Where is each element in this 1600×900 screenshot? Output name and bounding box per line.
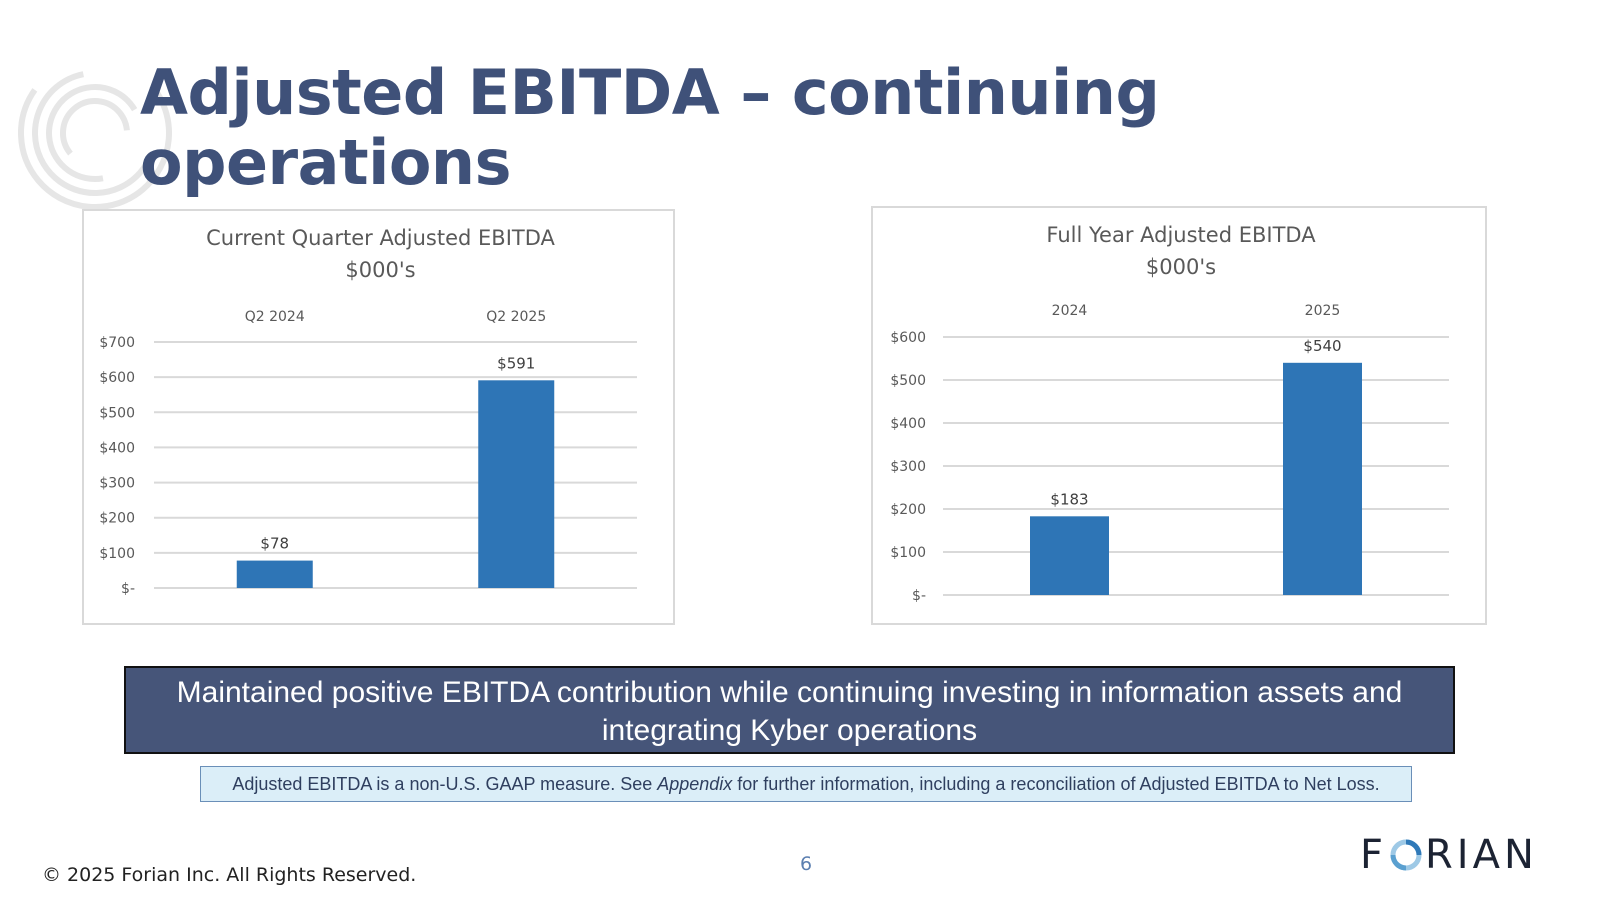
chart-1-category-label: 2024 xyxy=(1052,303,1088,319)
chart-0-ytick-label: $- xyxy=(121,581,135,597)
page-title-line-1: Adjusted EBITDA – continuing xyxy=(140,56,1160,129)
chart-0-subtitle: $000's xyxy=(345,258,415,282)
chart-1-data-label: $183 xyxy=(1050,490,1088,508)
chart-current-quarter: Current Quarter Adjusted EBITDA $000's $- $… xyxy=(82,209,675,625)
page-title-line-2: operations xyxy=(140,126,511,199)
decorative-rings-graphic xyxy=(18,56,172,210)
chart-0-ytick-label: $100 xyxy=(99,546,135,562)
chart-1-ytick-label: $600 xyxy=(890,330,926,346)
chart-1-ytick-label: $300 xyxy=(890,459,926,475)
chart-1-ytick-label: $- xyxy=(912,588,926,604)
chart-0-bar xyxy=(478,380,555,588)
chart-1-title: Full Year Adjusted EBITDA xyxy=(1046,223,1316,247)
chart-0-ytick-label: $600 xyxy=(99,370,135,386)
page-number: 6 xyxy=(800,853,813,875)
chart-1-subtitle: $000's xyxy=(1146,255,1216,279)
chart-0-ytick-label: $300 xyxy=(99,476,135,492)
chart-1-ytick-label: $400 xyxy=(890,416,926,432)
chart-0-data-label: $591 xyxy=(497,354,535,372)
note-appendix-text: Appendix xyxy=(657,774,733,794)
chart-full-year: Full Year Adjusted EBITDA $000's $- $100 $20… xyxy=(871,206,1487,625)
chart-0-ytick-label: $200 xyxy=(99,511,135,527)
logo-letters-rian: RIAN xyxy=(1425,832,1538,878)
chart-1-ytick-label: $200 xyxy=(890,502,926,518)
chart-1-bar xyxy=(1283,362,1362,595)
logo-letter-f: F xyxy=(1360,832,1388,878)
copyright-text: © 2025 Forian Inc. All Rights Reserved. xyxy=(42,864,417,886)
forian-logo: F RIAN xyxy=(1360,832,1538,878)
chart-0-category-label: Q2 2024 xyxy=(245,309,305,325)
chart-1-ytick-label: $100 xyxy=(890,545,926,561)
logo-o-ring-icon xyxy=(1390,839,1422,871)
chart-0-bar xyxy=(236,560,313,588)
chart-1-bar xyxy=(1030,516,1109,595)
chart-0-ytick-label: $400 xyxy=(99,440,135,456)
chart-0-title: Current Quarter Adjusted EBITDA xyxy=(206,226,555,250)
chart-0-ytick-label: $700 xyxy=(99,335,135,351)
chart-1-data-label: $540 xyxy=(1303,337,1341,355)
chart-1-ytick-label: $500 xyxy=(890,373,926,389)
chart-0-data-label: $78 xyxy=(260,535,289,553)
chart-0-category-label: Q2 2025 xyxy=(486,309,546,325)
gaap-disclaimer-note: Adjusted EBITDA is a non-U.S. GAAP measu… xyxy=(200,766,1412,802)
summary-callout: Maintained positive EBITDA contribution … xyxy=(124,666,1455,754)
page-title: Adjusted EBITDA – continuing operations xyxy=(140,56,1160,199)
chart-0-ytick-label: $500 xyxy=(99,405,135,421)
note-text-before: Adjusted EBITDA is a non-U.S. GAAP measu… xyxy=(232,774,658,794)
chart-1-category-label: 2025 xyxy=(1305,303,1341,319)
note-text-after: for further information, including a rec… xyxy=(732,774,1380,794)
chart-current-quarter-svg: Current Quarter Adjusted EBITDA $000's $- $… xyxy=(99,226,637,597)
chart-full-year-svg: Full Year Adjusted EBITDA $000's $- $100 $20… xyxy=(890,223,1449,604)
